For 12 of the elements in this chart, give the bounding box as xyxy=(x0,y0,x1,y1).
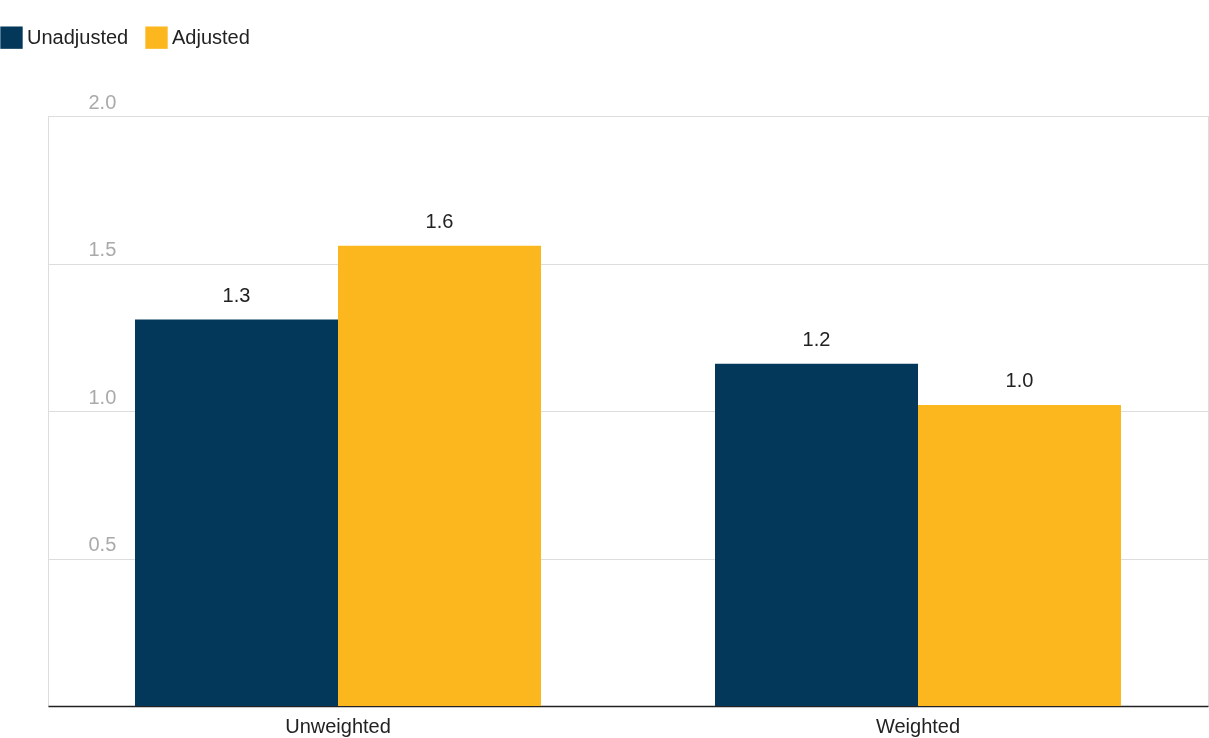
legend-label: Adjusted xyxy=(172,25,250,48)
data-label: 1.2 xyxy=(802,327,831,350)
data-label: 1.0 xyxy=(1005,369,1034,392)
y-tick-label: 0.5 xyxy=(88,533,117,555)
y-tick-label: 1.0 xyxy=(88,385,117,408)
x-tick-label: Unweighted xyxy=(285,714,391,737)
data-label: 1.6 xyxy=(425,209,454,232)
y-tick-label: 1.5 xyxy=(88,238,117,260)
data-label: 1.3 xyxy=(222,283,251,306)
y-tick-label: 2.0 xyxy=(88,90,117,113)
x-tick-label: Weighted xyxy=(875,714,961,737)
legend-label: Unadjusted xyxy=(27,25,129,48)
